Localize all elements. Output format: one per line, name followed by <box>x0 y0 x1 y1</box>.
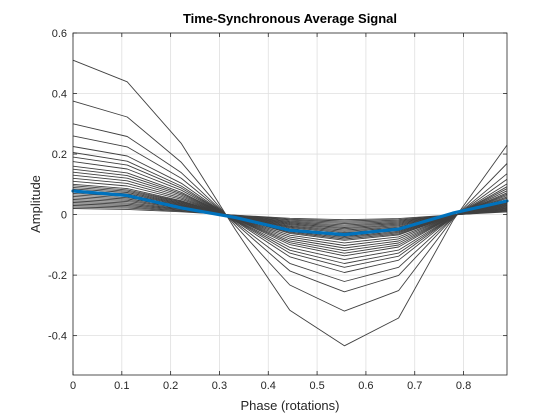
y-axis-label: Amplitude <box>28 175 43 233</box>
y-tick-label: 0.6 <box>52 28 67 40</box>
x-tick-label: 0.7 <box>407 380 422 392</box>
signal-line-13 <box>72 177 508 246</box>
axes-box <box>72 32 508 376</box>
signal-line-7 <box>72 156 508 264</box>
signal-line-2 <box>72 100 508 312</box>
signal-line-11 <box>72 171 508 252</box>
signal-line-10 <box>72 168 508 254</box>
average-signal-line <box>71 189 509 237</box>
signal-line-31 <box>72 208 508 221</box>
x-tick-label: 0.4 <box>261 380 276 392</box>
x-tick-label: 0.1 <box>114 380 129 392</box>
grid <box>72 32 507 375</box>
x-tick-label: 0.8 <box>456 380 471 392</box>
x-tick-label: 0 <box>70 380 76 392</box>
signal-line-5 <box>72 146 508 273</box>
signal-line-8 <box>72 161 508 261</box>
signal-line-1 <box>72 59 508 347</box>
y-tick-label: 0 <box>61 210 67 222</box>
series-layer <box>71 59 509 347</box>
y-tick-label: 0.2 <box>52 149 67 161</box>
x-tick-label: 0.6 <box>358 380 373 392</box>
x-axis-label: Phase (rotations) <box>241 398 340 413</box>
signal-line-3 <box>72 123 508 293</box>
x-tick-label: 0.5 <box>309 380 324 392</box>
signal-line-9 <box>72 165 508 257</box>
y-tick-label: -0.4 <box>48 331 67 343</box>
signal-line-6 <box>72 152 508 268</box>
chart-title: Time-Synchronous Average Signal <box>183 11 397 26</box>
x-tick-label: 0.3 <box>212 380 227 392</box>
signal-line-4 <box>72 135 508 282</box>
y-tick-label: 0.4 <box>52 89 67 101</box>
y-tick-label: -0.2 <box>48 270 67 282</box>
ticks: 0 0.1 0.2 0.3 0.4 0.5 0.6 0.7 0.8 -0.4 -0.2 0 0.2 0.4… <box>48 28 507 392</box>
signal-line-12 <box>72 174 508 249</box>
x-tick-label: 0.2 <box>163 380 178 392</box>
signal-line-14 <box>72 180 508 244</box>
